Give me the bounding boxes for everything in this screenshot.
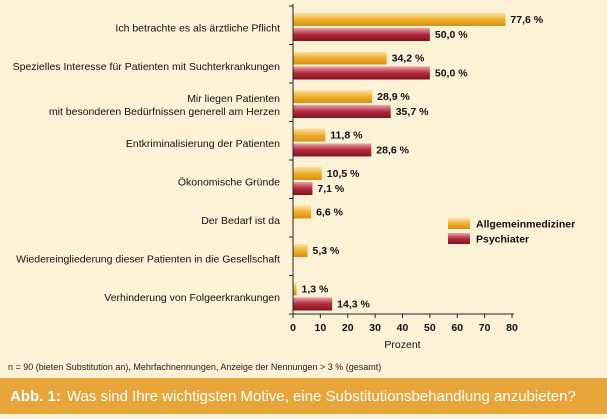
category-label: Wiedereingliederung dieser Patienten in … <box>16 253 280 265</box>
bar-allgemeinmediziner <box>293 128 326 142</box>
x-tick-label: 30 <box>369 322 381 334</box>
category-label: Spezielles Interesse für Patienten mit S… <box>13 61 280 73</box>
category-label-line: Verhinderung von Folgeerkrankungen <box>104 292 280 304</box>
data-label: 28,6 % <box>376 145 409 157</box>
bar-chart: Ich betrachte es als ärztliche Pflicht 77… <box>13 4 575 351</box>
x-tick-label: 60 <box>451 322 463 334</box>
bar-psychiater <box>293 297 333 311</box>
legend-swatch <box>448 233 470 244</box>
bar-psychiater <box>293 182 313 195</box>
x-tick-label: 10 <box>315 322 327 334</box>
category-label-line: Der Bedarf ist da <box>201 215 280 227</box>
category-label-line: Spezielles Interesse für Patienten mit S… <box>13 61 280 73</box>
data-label: 10,5 % <box>327 168 360 180</box>
category-label-line: mit besonderen Bedürfnissen generell am … <box>49 106 280 118</box>
category-label: Ökonomische Gründe <box>178 176 280 188</box>
x-tick-label: 40 <box>397 322 409 334</box>
category-label-line: Wiedereingliederung dieser Patienten in … <box>16 253 280 265</box>
figure-caption: Abb. 1: Was sind Ihre wichtigsten Motive… <box>0 378 607 414</box>
category-label-line: Ökonomische Gründe <box>178 176 280 188</box>
footnote: n = 90 (bieten Substitution an), Mehrfac… <box>8 362 382 372</box>
caption-prefix: Abb. 1: <box>10 387 61 405</box>
legend-swatch <box>448 218 470 229</box>
bar-allgemeinmediziner <box>293 167 322 180</box>
bar-psychiater <box>293 105 391 118</box>
legend-label: Allgemeinmediziner <box>476 219 575 231</box>
category-label: Ich betrachte es als ärztliche Pflicht <box>115 22 280 34</box>
bar-allgemeinmediziner <box>293 282 297 296</box>
legend-label: Psychiater <box>476 234 529 246</box>
x-axis-title: Prozent <box>384 339 420 351</box>
category-label: Der Bedarf ist da <box>201 215 280 227</box>
data-label: 34,2 % <box>392 53 425 65</box>
category-label: Mir liegen Patienten mit besonderen Bedür… <box>49 93 280 118</box>
bar-allgemeinmediziner <box>293 244 308 257</box>
category-label: Entkriminalisierung der Patienten <box>126 138 280 150</box>
data-label: 5,3 % <box>313 245 341 257</box>
chart-area: Ich betrachte es als ärztliche Pflicht 77… <box>13 4 575 351</box>
data-label: 14,3 % <box>337 299 370 311</box>
category-label-line: Entkriminalisierung der Patienten <box>126 138 280 150</box>
data-label: 50,0 % <box>435 68 468 80</box>
x-tick-label: 80 <box>506 322 518 334</box>
data-label: 28,9 % <box>377 91 410 103</box>
x-tick-label: 70 <box>479 322 491 334</box>
category-label: Verhinderung von Folgeerkrankungen <box>104 292 280 304</box>
bar-allgemeinmediziner <box>293 13 506 26</box>
category-label-line: Ich betrachte es als ärztliche Pflicht <box>115 22 280 34</box>
data-label: 50,0 % <box>435 29 468 41</box>
data-label: 11,8 % <box>330 130 363 142</box>
bar-psychiater <box>293 28 430 41</box>
data-label: 6,6 % <box>316 207 344 219</box>
bar-psychiater <box>293 66 430 80</box>
x-tick-label: 50 <box>424 322 436 334</box>
caption-text: Was sind Ihre wichtigsten Motive, eine S… <box>66 387 576 405</box>
data-label: 35,7 % <box>396 106 429 118</box>
x-tick-label: 20 <box>342 322 354 334</box>
data-label: 7,1 % <box>317 183 345 195</box>
data-label: 77,6 % <box>510 14 543 26</box>
bar-allgemeinmediziner <box>293 205 312 219</box>
category-label-line: Mir liegen Patienten <box>187 93 280 105</box>
data-label: 1,3 % <box>302 284 330 296</box>
bar-psychiater <box>293 143 372 157</box>
x-tick-label: 0 <box>290 322 296 334</box>
bar-allgemeinmediziner <box>293 51 387 65</box>
bar-allgemeinmediziner <box>293 90 373 103</box>
